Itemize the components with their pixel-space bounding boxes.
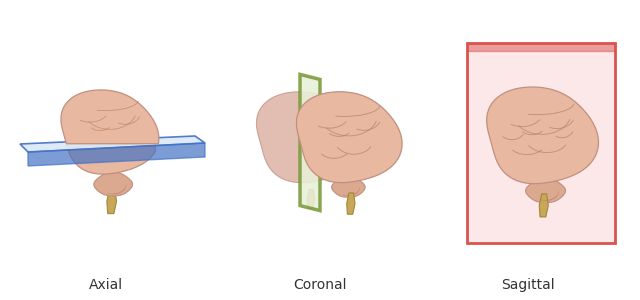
Polygon shape	[61, 90, 159, 144]
Polygon shape	[540, 194, 548, 217]
Polygon shape	[257, 92, 362, 183]
Polygon shape	[107, 189, 116, 214]
Polygon shape	[486, 87, 598, 184]
Polygon shape	[296, 92, 402, 183]
Text: Coronal: Coronal	[293, 278, 347, 292]
Polygon shape	[332, 177, 365, 197]
Polygon shape	[20, 136, 205, 152]
Polygon shape	[67, 144, 156, 174]
Polygon shape	[307, 190, 315, 208]
Polygon shape	[28, 143, 205, 166]
Polygon shape	[467, 43, 615, 51]
Text: Axial: Axial	[88, 278, 123, 292]
Polygon shape	[300, 74, 320, 211]
Text: Sagittal: Sagittal	[501, 278, 555, 292]
Polygon shape	[347, 193, 355, 214]
Polygon shape	[525, 178, 566, 202]
Polygon shape	[94, 172, 132, 196]
Polygon shape	[467, 43, 615, 243]
